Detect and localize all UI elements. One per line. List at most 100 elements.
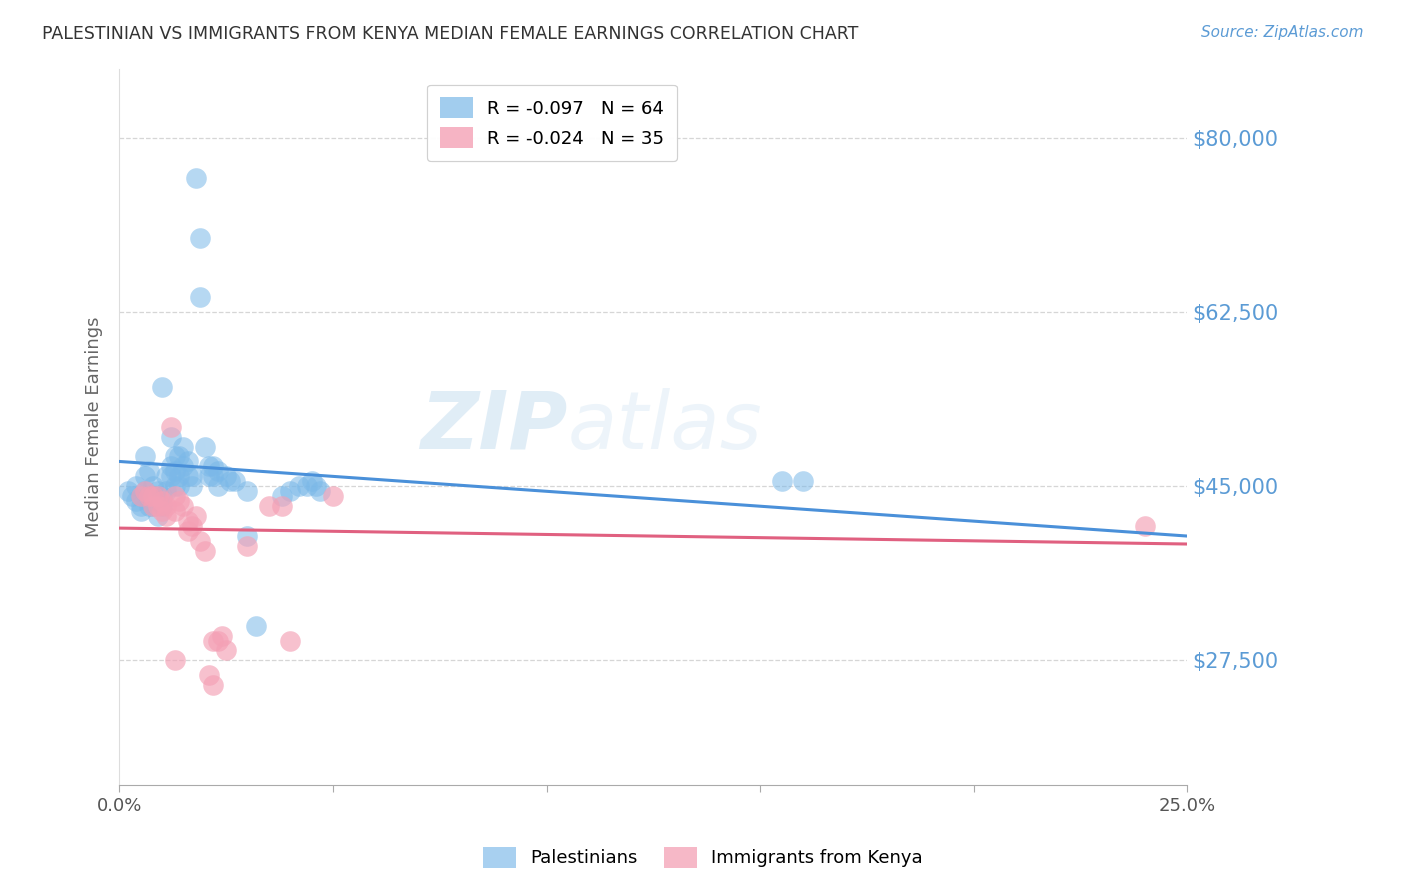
Point	[167, 450, 190, 464]
Point	[194, 544, 217, 558]
Point	[159, 429, 181, 443]
Point	[278, 484, 301, 499]
Point	[159, 469, 181, 483]
Point	[172, 440, 194, 454]
Point	[142, 489, 165, 503]
Point	[163, 489, 186, 503]
Legend: R = -0.097   N = 64, R = -0.024   N = 35: R = -0.097 N = 64, R = -0.024 N = 35	[427, 85, 676, 161]
Point	[138, 464, 160, 478]
Point	[163, 479, 186, 493]
Point	[322, 489, 344, 503]
Point	[207, 633, 229, 648]
Point	[270, 489, 292, 503]
Point	[257, 500, 280, 514]
Point	[176, 514, 198, 528]
Point	[194, 440, 217, 454]
Point	[134, 469, 156, 483]
Point	[138, 489, 160, 503]
Point	[129, 489, 152, 503]
Point	[155, 500, 177, 514]
Point	[236, 529, 259, 543]
Point	[121, 489, 143, 503]
Point	[172, 459, 194, 474]
Text: Source: ZipAtlas.com: Source: ZipAtlas.com	[1201, 25, 1364, 40]
Point	[167, 479, 190, 493]
Point	[134, 450, 156, 464]
Point	[150, 500, 173, 514]
Point	[163, 464, 186, 478]
Point	[186, 170, 208, 185]
Point	[270, 500, 292, 514]
Point	[159, 459, 181, 474]
Point	[211, 628, 233, 642]
Point	[305, 479, 328, 493]
Point	[138, 489, 160, 503]
Point	[180, 519, 202, 533]
Point	[150, 504, 173, 518]
Point	[146, 484, 169, 499]
Point	[202, 469, 225, 483]
Point	[129, 489, 152, 503]
Point	[142, 500, 165, 514]
Point	[138, 500, 160, 514]
Point	[155, 484, 177, 499]
Point	[309, 484, 332, 499]
Point	[134, 484, 156, 499]
Point	[134, 484, 156, 499]
Point	[163, 504, 186, 518]
Point	[180, 479, 202, 493]
Point	[167, 469, 190, 483]
Point	[150, 489, 173, 503]
Point	[202, 678, 225, 692]
Point	[301, 475, 323, 489]
Point	[202, 459, 225, 474]
Text: atlas: atlas	[568, 388, 762, 466]
Point	[163, 450, 186, 464]
Point	[215, 643, 238, 657]
Point	[172, 500, 194, 514]
Point	[146, 489, 169, 503]
Point	[176, 469, 198, 483]
Point	[245, 618, 267, 632]
Point	[129, 504, 152, 518]
Text: PALESTINIAN VS IMMIGRANTS FROM KENYA MEDIAN FEMALE EARNINGS CORRELATION CHART: PALESTINIAN VS IMMIGRANTS FROM KENYA MED…	[42, 25, 859, 43]
Point	[287, 479, 309, 493]
Point	[207, 479, 229, 493]
Point	[146, 494, 169, 508]
Point	[150, 494, 173, 508]
Point	[159, 419, 181, 434]
Point	[297, 479, 319, 493]
Point	[142, 500, 165, 514]
Point	[190, 534, 212, 549]
Point	[142, 479, 165, 493]
Point	[1133, 519, 1156, 533]
Point	[180, 469, 202, 483]
Point	[125, 494, 148, 508]
Point	[125, 479, 148, 493]
Point	[163, 653, 186, 667]
Point	[190, 290, 212, 304]
Point	[167, 494, 190, 508]
Point	[142, 489, 165, 503]
Text: ZIP: ZIP	[420, 388, 568, 466]
Point	[129, 500, 152, 514]
Point	[198, 668, 221, 682]
Point	[236, 484, 259, 499]
Point	[224, 475, 246, 489]
Point	[155, 509, 177, 524]
Point	[202, 633, 225, 648]
Point	[150, 380, 173, 394]
Y-axis label: Median Female Earnings: Median Female Earnings	[86, 317, 103, 537]
Point	[198, 459, 221, 474]
Legend: Palestinians, Immigrants from Kenya: Palestinians, Immigrants from Kenya	[472, 836, 934, 879]
Point	[770, 475, 793, 489]
Point	[207, 464, 229, 478]
Point	[146, 509, 169, 524]
Point	[236, 539, 259, 553]
Point	[219, 475, 242, 489]
Point	[117, 484, 139, 499]
Point	[792, 475, 814, 489]
Point	[215, 469, 238, 483]
Point	[186, 509, 208, 524]
Point	[198, 469, 221, 483]
